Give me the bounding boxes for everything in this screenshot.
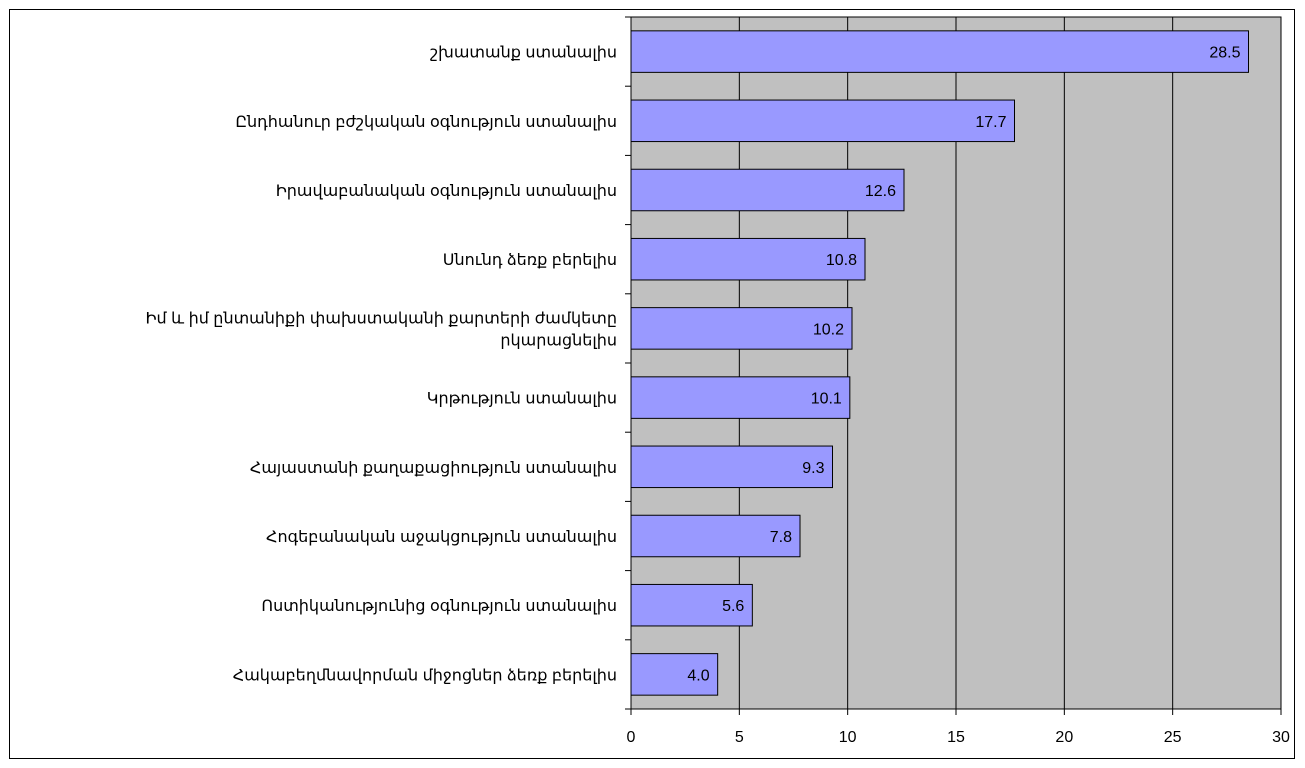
bar	[630, 376, 851, 419]
category-label-line: Հակաբեղմնավորման միջոցներ ձեռք բերելիս	[233, 667, 617, 684]
category-label: Սնունդ ձեռք բերելիս	[443, 252, 617, 269]
bar	[630, 583, 753, 627]
category-label: Իրավաբանական օգնություն ստանալիս	[276, 183, 617, 200]
bar	[630, 653, 719, 696]
data-label: 5.6	[722, 598, 744, 615]
category-label: Հոգեբանական աջակցություն ստանալիս	[266, 529, 617, 546]
category-label-line: Հայաստանի քաղաքացիություն ստանալիս	[250, 460, 617, 477]
category-label-line: Ընդհանուր բժշկական օգնություն ստանալիս	[235, 114, 617, 131]
bar	[630, 99, 1015, 143]
category-label-line: Կրթություն ստանալիս	[427, 391, 617, 408]
data-label: 10.8	[826, 252, 857, 269]
category-label-line: րկարացնելիս	[500, 332, 617, 349]
category-label-line: Իմ և իմ ընտանիքի փախստականի քարտերի ժամկ…	[146, 310, 618, 327]
bar	[630, 307, 853, 350]
category-label: շխատանք ստանալիս	[430, 45, 617, 62]
data-label: 12.6	[865, 183, 896, 200]
labels: 0 5 10 15 20 25 30 28.5 շխատանք ստանալիս 17.7 Ընդհ…	[146, 45, 1291, 746]
bar	[630, 514, 801, 558]
x-tick-label: 10	[839, 729, 857, 746]
x-tick-label: 5	[735, 729, 744, 746]
category-label-line: Ոստիկանությունից օգնություն ստանալիս	[261, 598, 617, 615]
category-label: Հայաստանի քաղաքացիություն ստանալիս	[250, 460, 617, 477]
data-label: 28.5	[1209, 45, 1240, 62]
data-label: 4.0	[687, 667, 709, 684]
bar	[630, 168, 905, 212]
data-label: 10.1	[811, 391, 842, 408]
bar	[630, 30, 1249, 73]
category-label-line: Հոգեբանական աջակցություն ստանալիս	[266, 529, 617, 546]
category-label: Կրթություն ստանալիս	[427, 391, 617, 408]
x-tick-label: 25	[1164, 729, 1182, 746]
data-label: 7.8	[770, 529, 792, 546]
category-label: Ընդհանուր բժշկական օգնություն ստանալիս	[235, 114, 617, 131]
category-label-line: Սնունդ ձեռք բերելիս	[443, 252, 617, 269]
category-label: Ոստիկանությունից օգնություն ստանալիս	[261, 598, 617, 615]
data-label: 10.2	[813, 321, 844, 338]
bar	[630, 237, 866, 281]
data-label: 17.7	[975, 114, 1006, 131]
category-label-line: Իրավաբանական օգնություն ստանալիս	[276, 183, 617, 200]
x-tick-label: 15	[947, 729, 965, 746]
x-tick-label: 0	[627, 729, 636, 746]
x-tick-label: 30	[1272, 729, 1290, 746]
bars	[630, 30, 1249, 696]
x-tick-label: 20	[1055, 729, 1073, 746]
data-label: 9.3	[802, 460, 824, 477]
category-label: Իմ և իմ ընտանիքի փախստականի քարտերի ժամկ…	[146, 310, 618, 349]
axes	[625, 16, 1282, 715]
bar	[630, 445, 833, 489]
category-label: Հակաբեղմնավորման միջոցներ ձեռք բերելիս	[233, 667, 617, 684]
category-label-line: շխատանք ստանալիս	[430, 45, 617, 62]
